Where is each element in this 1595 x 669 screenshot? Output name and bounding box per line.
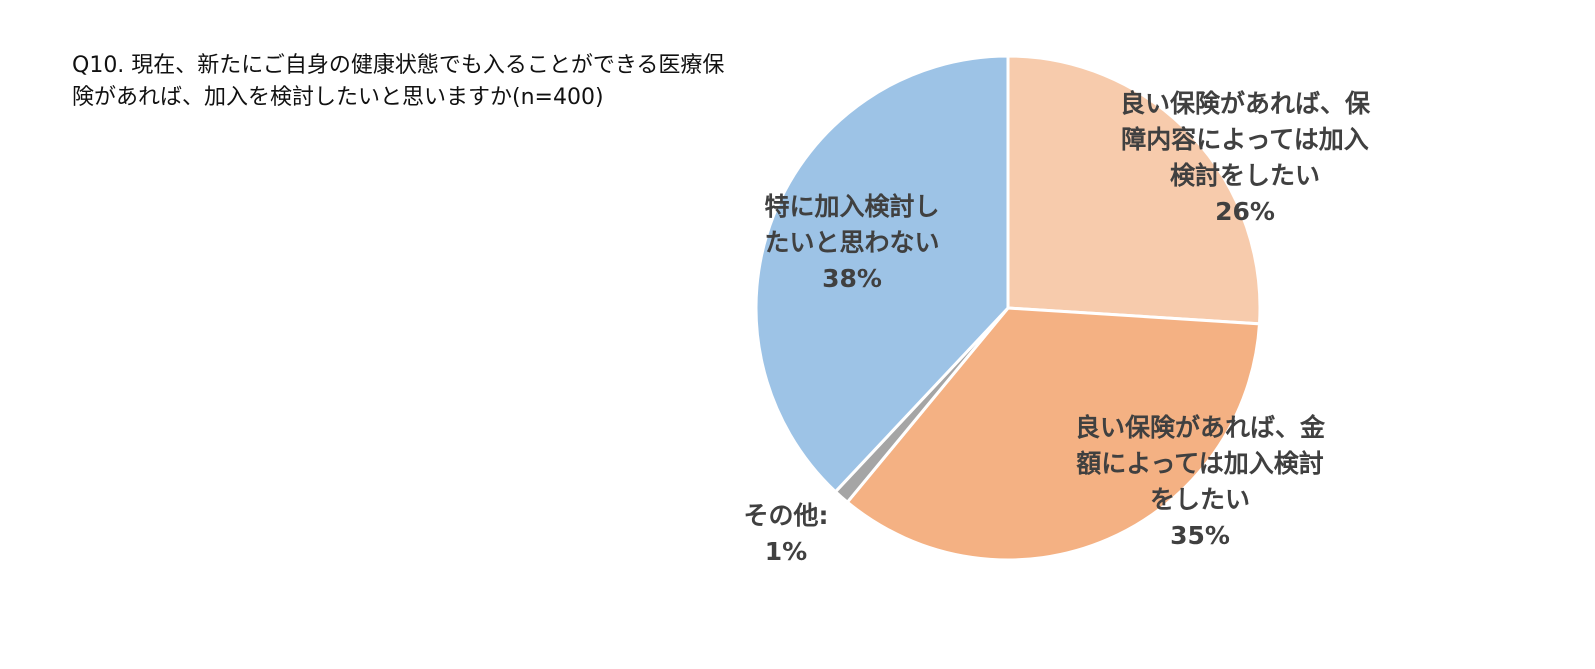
slice-value-label: 1% bbox=[765, 537, 807, 566]
slice-category-label: をしたい bbox=[1150, 485, 1250, 514]
slice-category-label: 良い保険があれば、保 bbox=[1120, 89, 1371, 118]
pie-slice-1 bbox=[1006, 54, 1262, 326]
slice-category-label: たいと思わない bbox=[764, 228, 939, 257]
slice-category-label: 額によっては加入検討 bbox=[1076, 449, 1324, 478]
slice-category-label: その他: bbox=[744, 501, 829, 530]
pie-slice-4 bbox=[754, 54, 1010, 494]
slice-value-label: 35% bbox=[1170, 521, 1230, 550]
chart-title: Q10. 現在、新たにご自身の健康状態でも入ることができる医療保険があれば、加入… bbox=[72, 53, 725, 110]
pie-slice-2 bbox=[845, 306, 1262, 562]
slice-value-label: 26% bbox=[1215, 197, 1275, 226]
pie-slices bbox=[754, 54, 1262, 562]
slice-label-3: その他: 1% bbox=[744, 501, 829, 566]
slice-category-label: 検討をしたい bbox=[1170, 161, 1320, 190]
slice-category-label: 特に加入検討し bbox=[764, 192, 939, 221]
slice-value-label: 38% bbox=[822, 264, 882, 293]
slice-category-label: 良い保険があれば、金 bbox=[1075, 413, 1326, 442]
slice-category-label: 障内容によっては加入 bbox=[1121, 125, 1369, 154]
